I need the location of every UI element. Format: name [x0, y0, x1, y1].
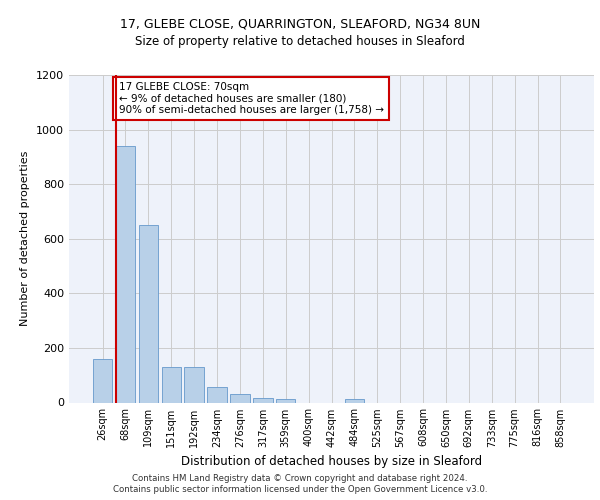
X-axis label: Distribution of detached houses by size in Sleaford: Distribution of detached houses by size … — [181, 455, 482, 468]
Text: Size of property relative to detached houses in Sleaford: Size of property relative to detached ho… — [135, 35, 465, 48]
Bar — [276, 399, 295, 402]
Bar — [208, 386, 227, 402]
Bar — [116, 146, 135, 403]
Y-axis label: Number of detached properties: Number of detached properties — [20, 151, 31, 326]
Bar — [93, 359, 112, 403]
Bar — [139, 225, 158, 402]
Bar — [253, 398, 272, 402]
Bar — [230, 394, 250, 402]
Bar — [344, 399, 364, 402]
Bar — [161, 367, 181, 402]
Text: Contains HM Land Registry data © Crown copyright and database right 2024.
Contai: Contains HM Land Registry data © Crown c… — [113, 474, 487, 494]
Text: 17, GLEBE CLOSE, QUARRINGTON, SLEAFORD, NG34 8UN: 17, GLEBE CLOSE, QUARRINGTON, SLEAFORD, … — [120, 18, 480, 30]
Text: 17 GLEBE CLOSE: 70sqm
← 9% of detached houses are smaller (180)
90% of semi-deta: 17 GLEBE CLOSE: 70sqm ← 9% of detached h… — [119, 82, 383, 115]
Bar — [184, 367, 204, 402]
